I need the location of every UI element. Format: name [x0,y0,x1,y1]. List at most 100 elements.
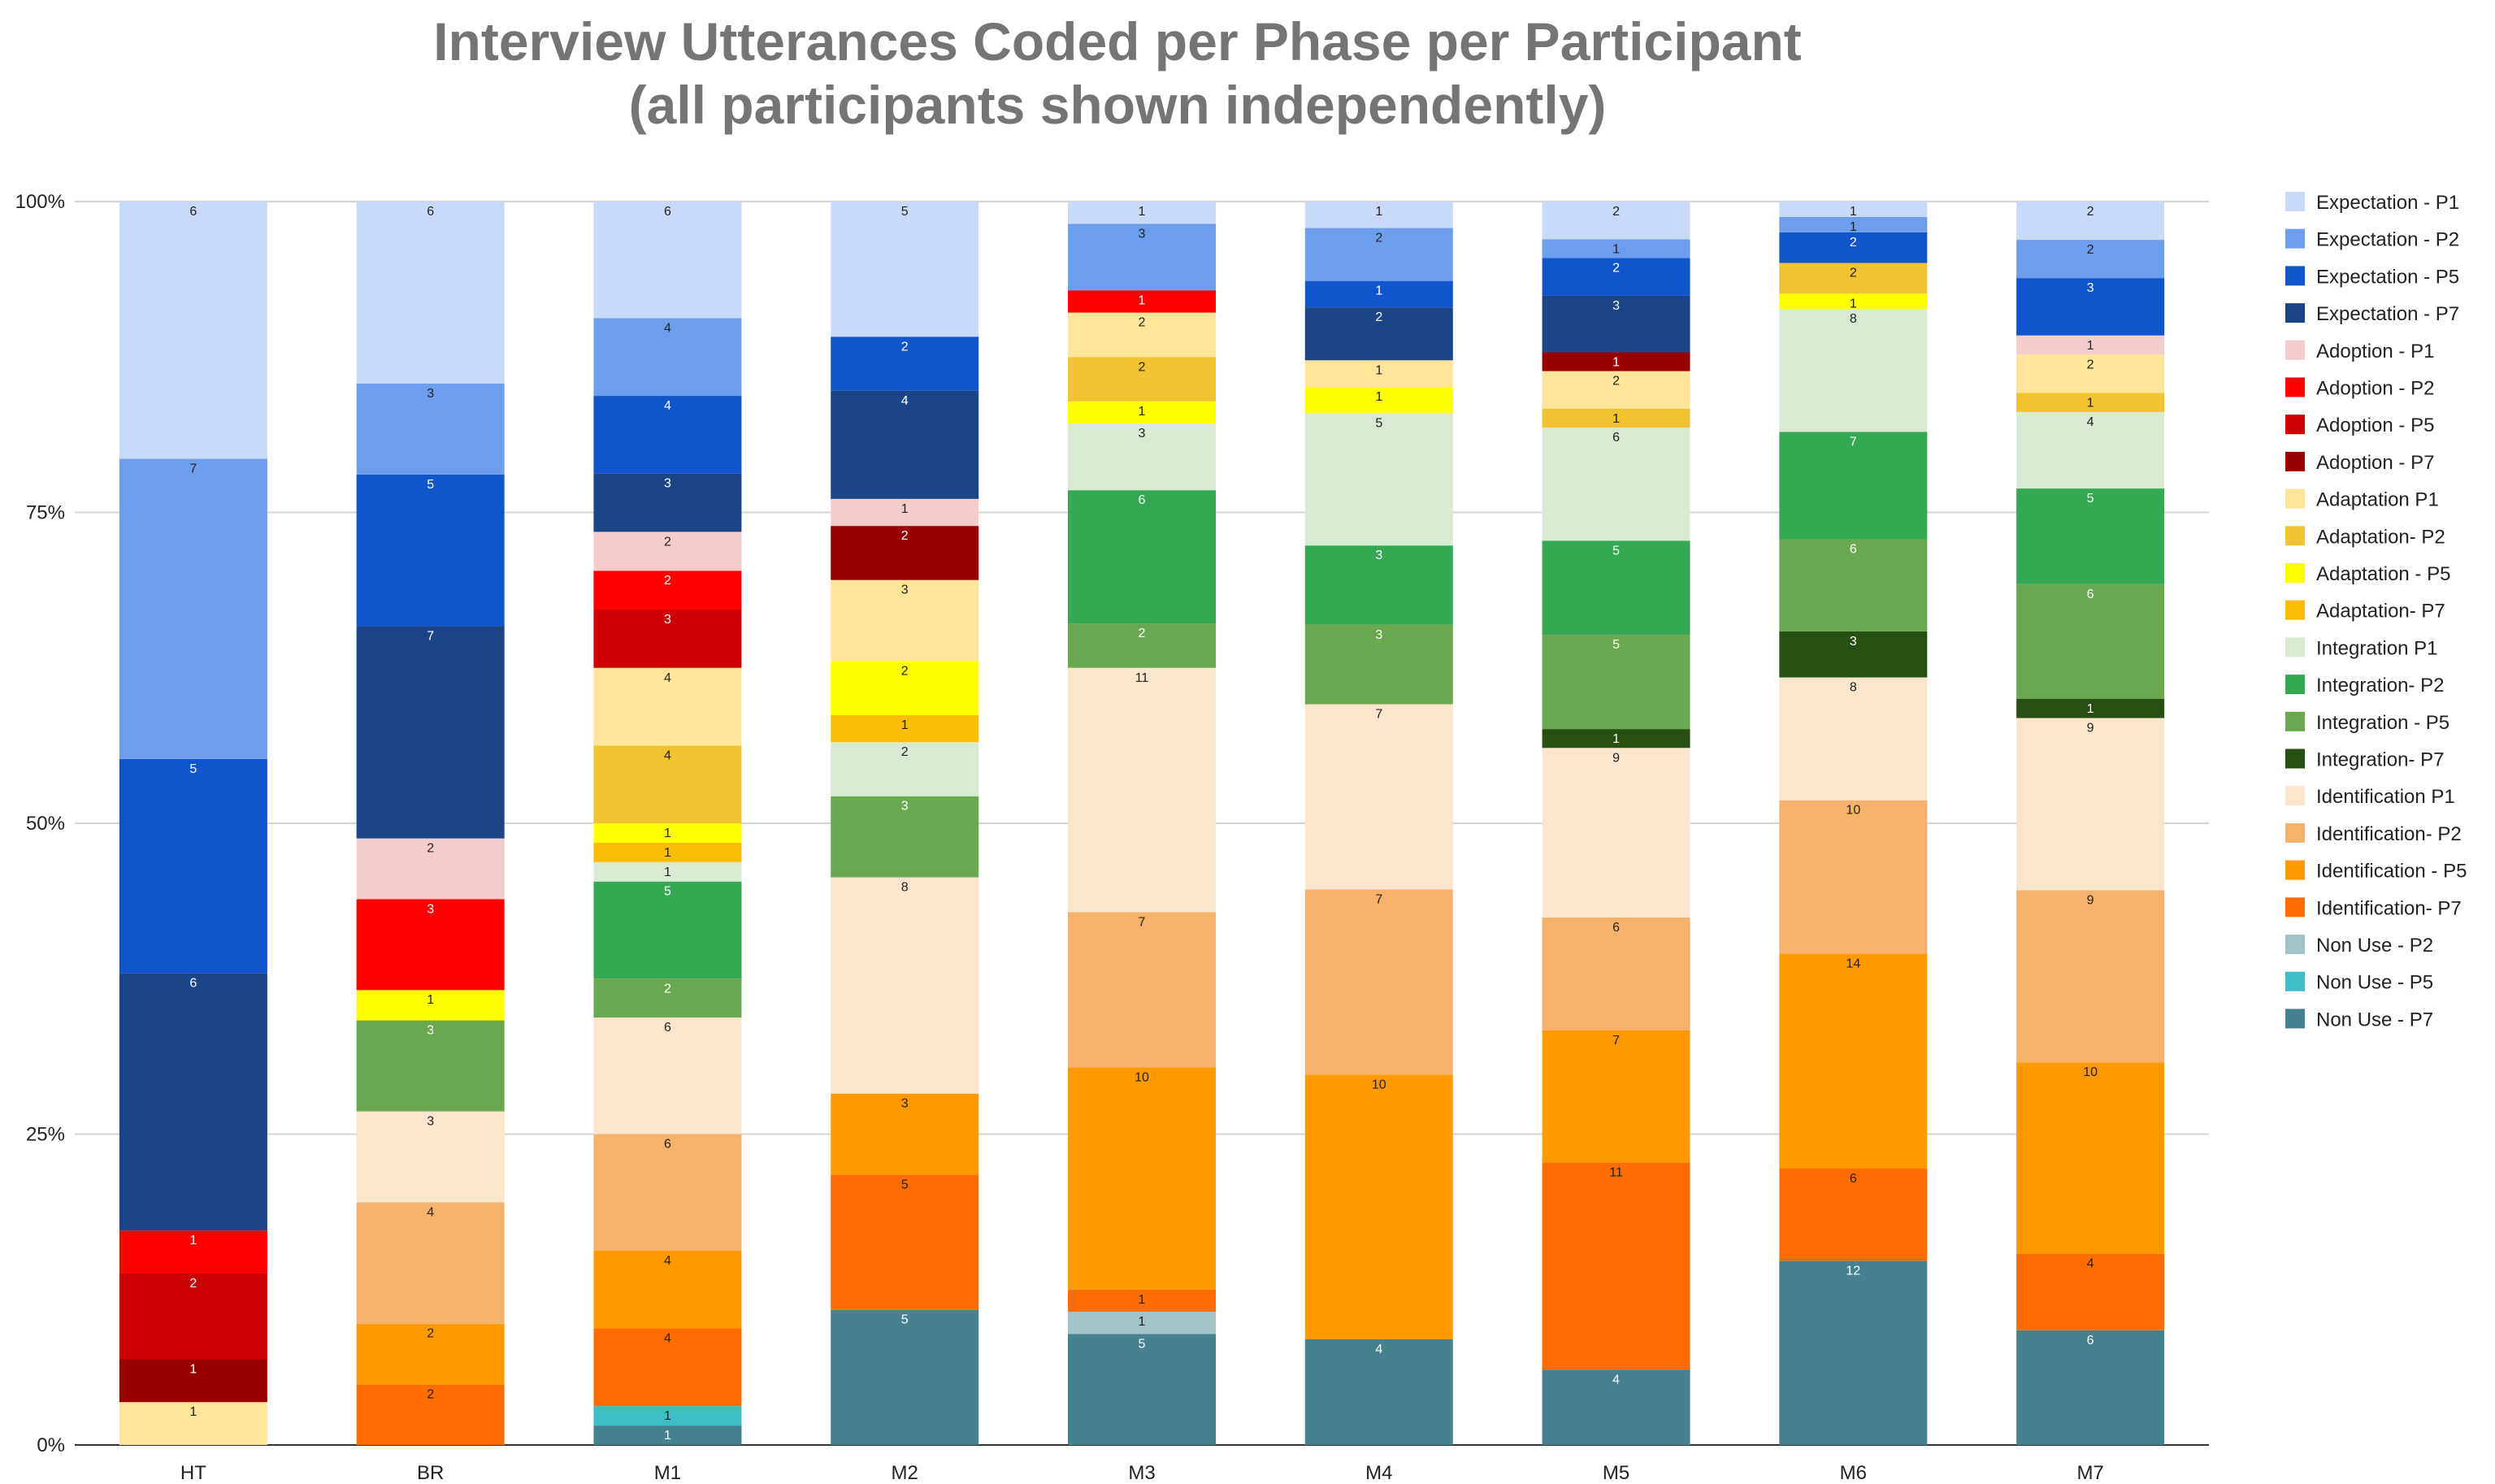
bar-segment [831,498,979,527]
data-label: 4 [664,671,671,685]
x-tick-label: M5 [1603,1462,1629,1484]
data-label: 3 [427,387,434,401]
bar-segment [2016,393,2165,412]
data-label: 3 [901,800,909,814]
bar-segment [831,1093,979,1175]
bar-segment [1068,490,1216,624]
legend-swatch [2285,451,2305,471]
legend-label: Integration P1 [2316,637,2437,659]
data-label: 1 [664,1429,671,1443]
data-label: 2 [427,1387,434,1401]
bar-segment [356,899,505,991]
legend-label: Adaptation- P7 [2316,601,2445,623]
data-label: 1 [1612,732,1620,746]
data-label: 6 [2087,588,2094,601]
data-label: 2 [2087,358,2094,371]
data-label: 6 [2087,1334,2094,1347]
legend: Expectation - P1 Expectation - P2 Expectat… [2285,192,2467,1031]
x-axis: HT BR M1 M2 M3 M4 M5 M6 M7 [180,1462,2104,1484]
bar-segment [1304,386,1453,414]
legend-swatch [2285,192,2305,211]
bar-segment [1779,293,1928,310]
bar-segment [1779,953,1928,1169]
data-label: 3 [2087,281,2094,295]
legend-swatch [2285,563,2305,583]
data-label: 8 [1850,681,1857,695]
data-label: 1 [1375,284,1382,298]
data-label: 6 [1139,493,1146,507]
legend-label: Expectation - P2 [2316,229,2459,251]
x-tick-label: BR [417,1462,444,1484]
data-label: 2 [1612,375,1620,388]
bar-segment [1779,631,1928,678]
legend-label: Non Use - P5 [2316,972,2433,994]
data-label: 1 [1139,1315,1146,1329]
legend-swatch [2285,414,2305,435]
bar-segment [1304,1339,1453,1445]
data-label: 1 [427,993,434,1007]
data-label: 2 [664,574,671,588]
x-tick-label: M2 [892,1462,918,1484]
data-label: 7 [1612,1034,1620,1048]
bar-segment [2016,1253,2165,1330]
bar-segment [593,610,742,668]
bar-segment [356,626,505,839]
data-label: 6 [189,977,197,991]
data-label: 1 [664,1409,671,1423]
bar-segment [593,532,742,571]
bar-segment [119,1402,267,1445]
data-label: 2 [901,340,909,354]
legend-swatch [2285,600,2305,620]
data-label: 5 [427,478,434,492]
bar-segment [1779,1261,1928,1445]
data-label: 5 [189,762,197,776]
data-label: 6 [664,1138,671,1152]
data-label: 1 [1375,390,1382,404]
legend-swatch [2285,897,2305,918]
bar-segment [356,1020,505,1112]
bar-segment [1542,729,1690,749]
data-label: 2 [1139,316,1146,330]
data-label: 5 [1612,544,1620,558]
bar-segment [593,861,742,882]
bar-segment [1542,635,1690,730]
bar-segment [593,1406,742,1426]
bar-segment [1304,889,1453,1075]
bar-segment [593,881,742,979]
data-label: 5 [901,205,909,219]
legend-label: Adoption - P5 [2316,414,2434,436]
data-label: 1 [1612,242,1620,256]
data-label: 6 [1850,543,1857,557]
data-label: 3 [1375,628,1382,642]
bar-segment [2016,718,2165,891]
bar-segment [1068,312,1216,358]
data-label: 3 [1139,227,1146,241]
bar-segment [2016,354,2165,393]
bar-segment [119,1273,267,1360]
bar-segment [2016,890,2165,1063]
data-label: 3 [1139,427,1146,440]
data-label: 2 [901,745,909,759]
bar-segment [831,742,979,796]
bar-segment [593,1328,742,1407]
data-label: 1 [1375,363,1382,377]
bar-segment [1304,280,1453,308]
data-label: 7 [1139,915,1146,929]
bar-segment [1068,202,1216,224]
data-label: 1 [189,1362,197,1376]
legend-label: Identification - P5 [2316,861,2467,883]
legend-label: Non Use - P2 [2316,935,2433,957]
data-label: 2 [1139,627,1146,640]
legend-swatch [2285,1009,2305,1029]
legend-swatch [2285,935,2305,954]
legend-label: Adoption - P1 [2316,341,2434,362]
data-label: 3 [427,1115,434,1129]
data-label: 11 [1135,671,1149,685]
data-label: 9 [1612,751,1620,765]
y-tick-label: 50% [26,813,65,835]
bar-segment [1304,202,1453,228]
data-label: 5 [901,1178,909,1191]
data-label: 2 [1850,236,1857,250]
legend-swatch [2285,749,2305,769]
